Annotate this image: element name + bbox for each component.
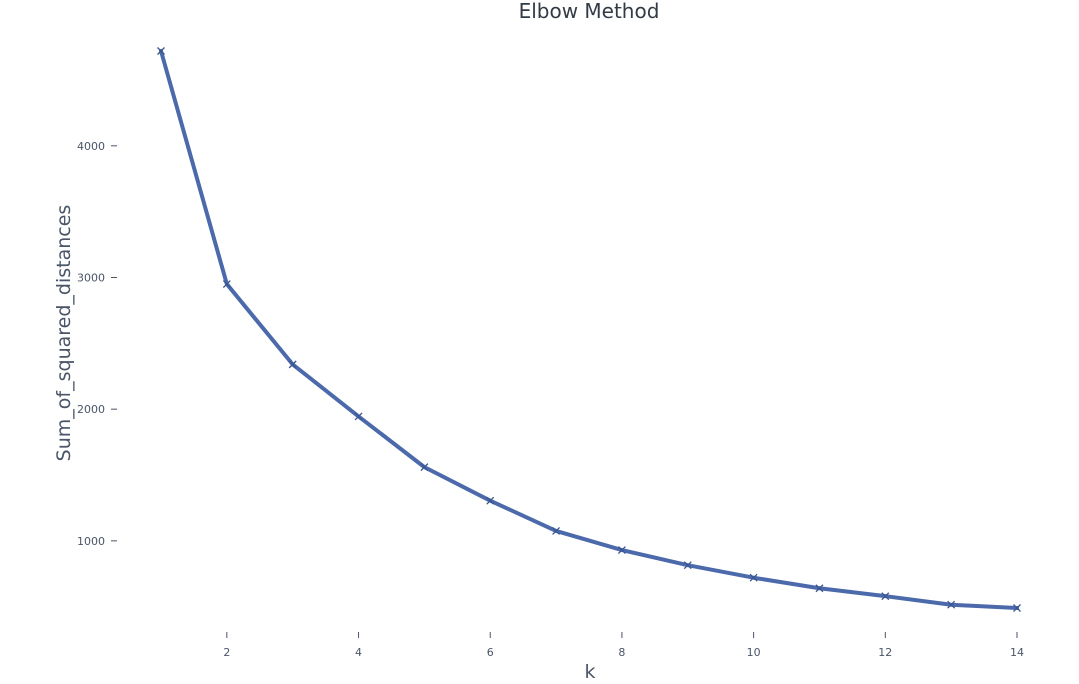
y-tick-label: 2000 bbox=[77, 403, 105, 416]
x-tick-label: 12 bbox=[878, 646, 892, 659]
data-point-marker bbox=[486, 496, 495, 505]
data-point-marker bbox=[749, 573, 758, 582]
x-tick-label: 8 bbox=[618, 646, 625, 659]
x-axis-label: k bbox=[584, 661, 595, 683]
data-point-marker bbox=[222, 280, 231, 289]
data-point-marker bbox=[552, 527, 561, 535]
data-point-marker bbox=[617, 546, 626, 555]
data-point-marker bbox=[881, 592, 890, 601]
data-point-marker bbox=[354, 412, 363, 421]
y-tick-label: 1000 bbox=[77, 535, 105, 548]
data-point-marker bbox=[420, 463, 429, 472]
x-tick-label: 10 bbox=[747, 646, 761, 659]
x-tick-label: 6 bbox=[487, 646, 494, 659]
data-point-marker bbox=[1013, 604, 1021, 612]
x-tick-label: 2 bbox=[223, 646, 230, 659]
data-point-marker bbox=[683, 561, 692, 570]
data-point-marker bbox=[947, 600, 956, 609]
y-axis: 1000 2000 3000 4000 bbox=[77, 140, 117, 548]
y-tick-label: 4000 bbox=[77, 140, 105, 153]
y-tick-label: 3000 bbox=[77, 271, 105, 284]
series-line bbox=[159, 49, 1019, 610]
plot-area bbox=[157, 47, 1021, 612]
x-tick-label: 4 bbox=[355, 646, 362, 659]
data-point-marker bbox=[157, 47, 165, 55]
x-axis: 2 4 6 8 10 12 14 bbox=[223, 632, 1024, 659]
data-point-marker bbox=[815, 584, 824, 593]
data-point-marker bbox=[288, 360, 297, 369]
chart-title: Elbow Method bbox=[519, 0, 660, 23]
x-tick-label: 14 bbox=[1010, 646, 1024, 659]
y-axis-label: Sum_of_squared_distances bbox=[53, 205, 75, 462]
